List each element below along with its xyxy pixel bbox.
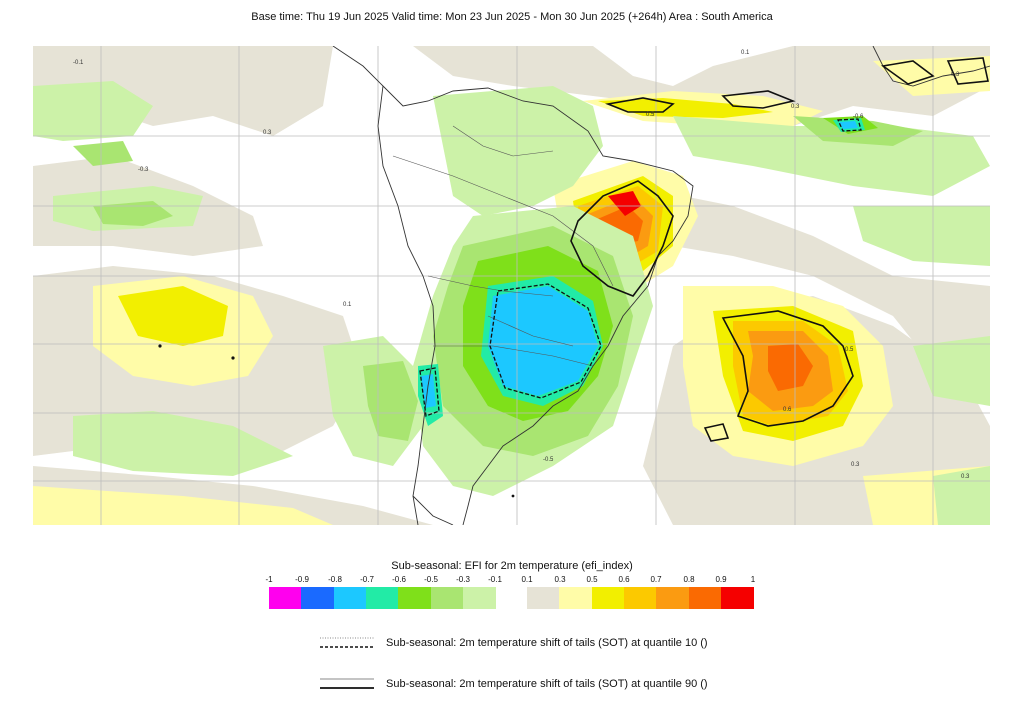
contour-label: 0.3 <box>851 462 860 468</box>
legend-tick: -0.5 <box>424 575 438 584</box>
sot-q10-legend: Sub-seasonal: 2m temperature shift of ta… <box>320 634 740 654</box>
legend-tick: -0.9 <box>295 575 309 584</box>
graticule <box>33 46 990 525</box>
contour-label: 0.5 <box>845 347 854 353</box>
contour-label: 0.3 <box>951 72 960 78</box>
sot-q90-legend: Sub-seasonal: 2m temperature shift of ta… <box>320 675 740 695</box>
legend-tick: 0.1 <box>521 575 533 584</box>
legend-swatch <box>591 587 625 609</box>
contour-label: 0.1 <box>741 50 750 56</box>
legend-tick: 1 <box>750 575 756 584</box>
country-borders <box>392 125 614 367</box>
legend-title: Sub-seasonal: EFI for 2m temperature (ef… <box>391 560 633 572</box>
legend-swatch <box>462 587 496 609</box>
contour-label: 0.5 <box>646 112 655 118</box>
legend-tick: -0.7 <box>360 575 374 584</box>
legend-tick: -0.1 <box>488 575 502 584</box>
legend-tick: 0.3 <box>554 575 566 584</box>
legend-swatch <box>398 587 431 609</box>
contour-label: 0.3 <box>263 130 272 136</box>
legend-tick: -0.3 <box>456 575 470 584</box>
warm-areas-red <box>608 191 641 216</box>
efi-map: -0.1 0.3 -0.3 0.1 0.1 -0.5 0.5 0.3 0.3 -… <box>33 46 990 525</box>
contour-label: -0.6 <box>853 114 864 120</box>
legend-tick: 0.9 <box>715 575 727 584</box>
legend-swatch <box>527 587 560 609</box>
legend-swatch <box>269 587 302 609</box>
legend-tick: -1 <box>265 575 273 584</box>
legend-tick: 0.7 <box>650 575 662 584</box>
sot-q10-label: Sub-seasonal: 2m temperature shift of ta… <box>386 637 708 649</box>
legend-swatch <box>720 587 754 609</box>
legend-tick: -0.6 <box>392 575 406 584</box>
legend-swatch <box>656 587 689 609</box>
station-dots <box>158 344 515 498</box>
contour-label: -0.3 <box>138 167 149 173</box>
sot-q10-contours <box>419 118 862 417</box>
contour-label: -0.1 <box>73 60 84 66</box>
chart-title: Base time: Thu 19 Jun 2025 Valid time: M… <box>251 11 773 23</box>
contour-label: 0.3 <box>791 104 800 110</box>
legend-swatch <box>301 587 335 609</box>
cool-areas-cyan <box>421 121 858 408</box>
legend-tick: 0.5 <box>586 575 598 584</box>
legend-swatch <box>623 587 657 609</box>
contour-label: 0.3 <box>961 474 970 480</box>
sot-q90-label: Sub-seasonal: 2m temperature shift of ta… <box>386 678 708 690</box>
contour-labels: -0.1 0.3 -0.3 0.1 0.1 -0.5 0.5 0.3 0.3 -… <box>73 50 970 480</box>
legend-tick: -0.8 <box>328 575 342 584</box>
contour-label: 0.6 <box>783 407 792 413</box>
sot-q90-contours <box>570 57 989 442</box>
sot-q90-line-sample <box>320 678 374 689</box>
legend-swatch <box>365 587 399 609</box>
coastlines <box>332 46 990 525</box>
legend-swatch <box>333 587 367 609</box>
legend-swatch <box>559 587 593 609</box>
legend-tick: 0.8 <box>683 575 695 584</box>
legend-swatch <box>688 587 722 609</box>
legend-tick: 0.6 <box>618 575 630 584</box>
contour-label: -0.5 <box>543 457 554 463</box>
sot-q10-line-sample <box>320 637 374 648</box>
contour-label: 0.1 <box>343 302 352 308</box>
legend-swatch <box>430 587 464 609</box>
